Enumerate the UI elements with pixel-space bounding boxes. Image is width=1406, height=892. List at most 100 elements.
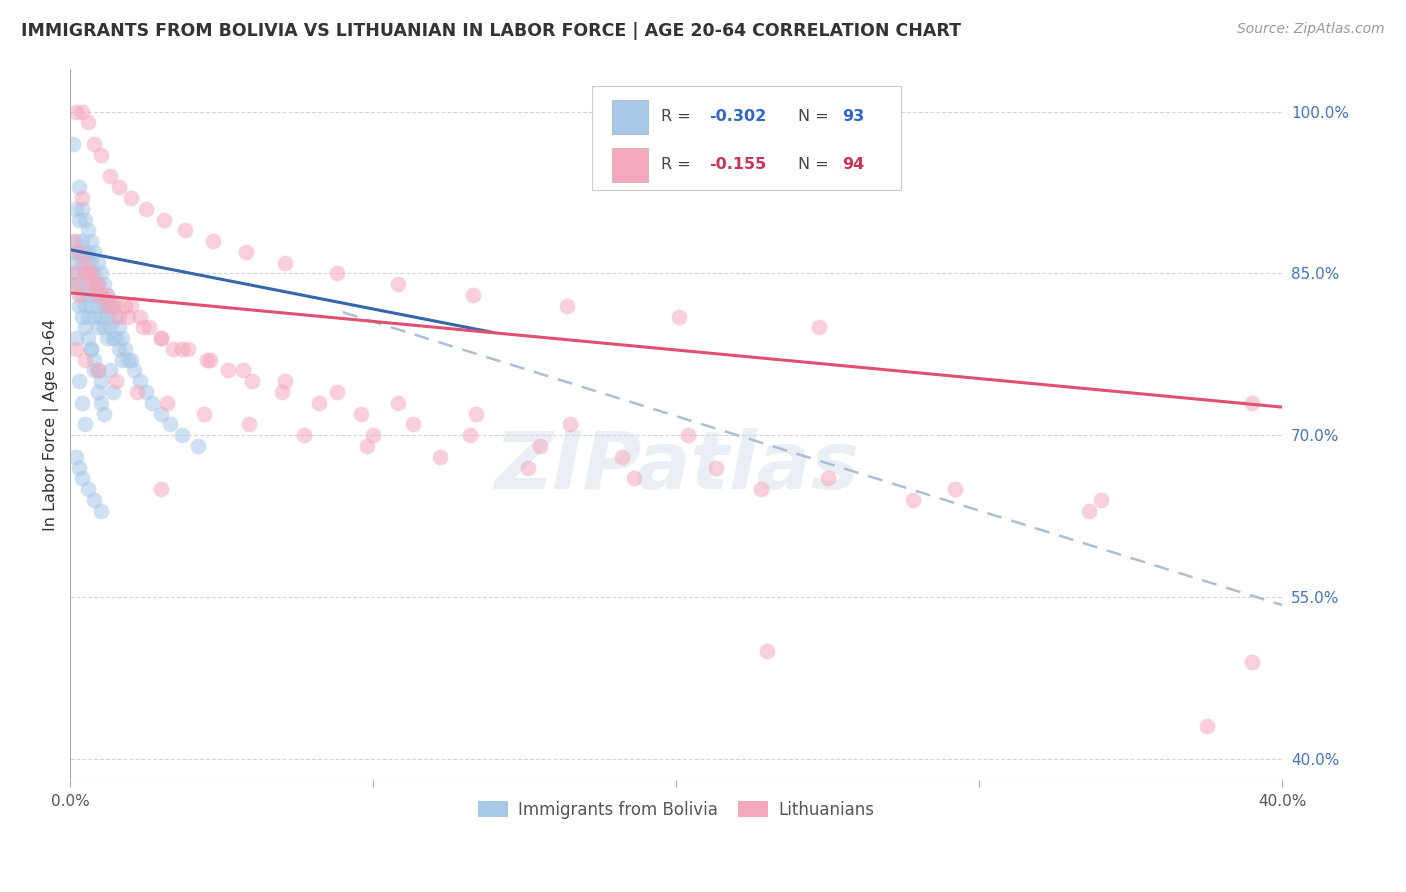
Point xyxy=(402,417,425,432)
Point xyxy=(80,299,103,313)
Point xyxy=(86,299,108,313)
Point xyxy=(77,288,100,302)
Point xyxy=(174,223,197,237)
Point xyxy=(93,320,115,334)
Point xyxy=(65,450,87,464)
Point xyxy=(217,363,239,377)
Point xyxy=(516,460,538,475)
Point xyxy=(72,310,94,324)
Text: ZIPatlas: ZIPatlas xyxy=(494,428,859,506)
Bar xyxy=(612,100,648,134)
Point xyxy=(83,136,105,151)
Point xyxy=(83,277,105,292)
Point xyxy=(120,352,142,367)
Point xyxy=(201,234,224,248)
Point xyxy=(75,267,97,281)
Point xyxy=(62,267,84,281)
Point xyxy=(125,385,148,400)
Point xyxy=(177,342,200,356)
Point xyxy=(138,320,160,334)
Point xyxy=(98,363,121,377)
Point xyxy=(117,310,139,324)
Point xyxy=(65,234,87,248)
Point xyxy=(141,396,163,410)
Point xyxy=(72,471,94,485)
Point xyxy=(326,267,349,281)
Point xyxy=(623,471,645,485)
Point xyxy=(529,439,551,453)
Text: N =: N = xyxy=(797,157,834,172)
Point xyxy=(1241,396,1264,410)
Point xyxy=(240,374,263,388)
Point xyxy=(129,374,152,388)
Point xyxy=(62,255,84,269)
Point xyxy=(90,504,112,518)
Point xyxy=(86,363,108,377)
Point xyxy=(153,212,176,227)
Point xyxy=(107,310,129,324)
Text: R =: R = xyxy=(661,110,696,124)
Point xyxy=(67,212,90,227)
Point xyxy=(90,148,112,162)
Point xyxy=(86,255,108,269)
Point xyxy=(114,299,136,313)
Point xyxy=(86,363,108,377)
Point xyxy=(749,482,772,496)
Point xyxy=(610,450,633,464)
Point xyxy=(75,417,97,432)
Point xyxy=(77,223,100,237)
Point xyxy=(83,352,105,367)
Point xyxy=(72,396,94,410)
Point xyxy=(186,439,208,453)
Point xyxy=(387,277,409,292)
Point xyxy=(65,277,87,292)
Point xyxy=(156,396,179,410)
Point xyxy=(678,428,700,442)
Point xyxy=(111,331,134,345)
Point xyxy=(77,482,100,496)
Point xyxy=(232,363,254,377)
Point xyxy=(77,244,100,259)
Point xyxy=(72,191,94,205)
Point xyxy=(65,331,87,345)
Point xyxy=(65,342,87,356)
Point xyxy=(80,277,103,292)
Point xyxy=(1241,655,1264,669)
Point xyxy=(80,342,103,356)
Point xyxy=(120,191,142,205)
Point xyxy=(72,288,94,302)
Point xyxy=(65,104,87,119)
Point xyxy=(75,255,97,269)
Text: IMMIGRANTS FROM BOLIVIA VS LITHUANIAN IN LABOR FORCE | AGE 20-64 CORRELATION CHA: IMMIGRANTS FROM BOLIVIA VS LITHUANIAN IN… xyxy=(21,22,962,40)
Point xyxy=(67,244,90,259)
Point xyxy=(67,244,90,259)
Y-axis label: In Labor Force | Age 20-64: In Labor Force | Age 20-64 xyxy=(44,318,59,531)
Point xyxy=(62,234,84,248)
Text: -0.155: -0.155 xyxy=(709,157,766,172)
Point xyxy=(135,385,157,400)
Point xyxy=(90,374,112,388)
Point xyxy=(429,450,451,464)
Point xyxy=(83,288,105,302)
Point xyxy=(86,288,108,302)
Point xyxy=(132,320,155,334)
Point xyxy=(75,244,97,259)
Point xyxy=(101,331,124,345)
Point xyxy=(195,352,218,367)
Point xyxy=(704,460,727,475)
Point xyxy=(172,342,194,356)
Point xyxy=(98,169,121,184)
Point xyxy=(65,277,87,292)
Point xyxy=(93,299,115,313)
Point xyxy=(96,299,118,313)
Point xyxy=(96,288,118,302)
Point xyxy=(104,310,127,324)
Point xyxy=(80,342,103,356)
Point xyxy=(62,244,84,259)
Point xyxy=(193,407,215,421)
Point xyxy=(756,644,779,658)
Point xyxy=(75,212,97,227)
Point xyxy=(150,331,173,345)
Point xyxy=(111,352,134,367)
Point xyxy=(83,492,105,507)
